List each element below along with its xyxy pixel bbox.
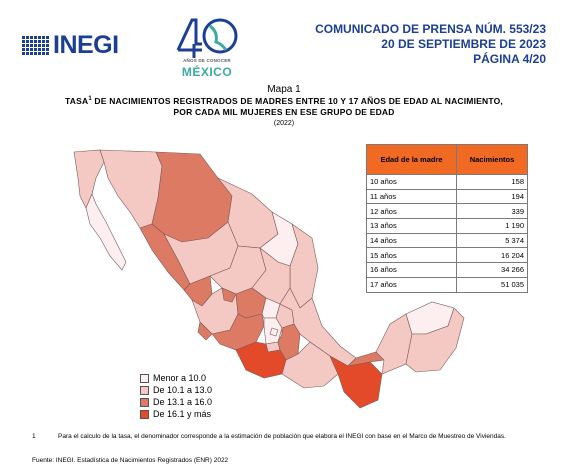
table-row: 13 años 1 190 — [366, 218, 528, 234]
cell-births: 16 204 — [456, 247, 528, 264]
legend-label: De 16.1 y más — [153, 409, 212, 419]
cell-births: 339 — [456, 203, 528, 220]
legend-swatch — [140, 409, 149, 419]
state-aguascalientes — [221, 287, 237, 303]
cell-age: 10 años — [366, 174, 457, 190]
table-row: 12 años 339 — [366, 203, 528, 220]
state-baja-california-sur — [85, 193, 127, 271]
mexico-map-svg — [73, 149, 465, 409]
footnote-text: Para el calculo de la tasa, el denominad… — [58, 433, 506, 440]
legend-item: Menor a 10.0 — [140, 372, 212, 384]
table-row: 15 años 16 204 — [366, 247, 528, 264]
cell-age: 13 años — [366, 218, 457, 234]
legend-item: De 10.1 a 13.0 — [140, 384, 212, 396]
anniversary-country: MÉXICO — [181, 65, 233, 79]
table-row: 16 años 34 266 — [366, 262, 528, 278]
footnote-number: 1 — [32, 433, 36, 440]
inegi-mark-icon — [22, 35, 49, 55]
cell-age: 11 años — [366, 188, 457, 205]
cell-births: 158 — [456, 174, 528, 190]
cell-births: 5 374 — [456, 232, 528, 249]
state-michoacan — [211, 313, 265, 351]
footnote: 1 Para el calculo de la tasa, el denomin… — [32, 432, 556, 441]
cell-births: 51 035 — [456, 276, 528, 293]
inegi-logo-text: INEGI — [53, 30, 119, 59]
legend-item: De 13.1 a 16.0 — [140, 396, 212, 408]
legend-swatch — [140, 397, 149, 407]
cell-age: 17 años — [366, 276, 457, 293]
press-release-info: COMUNICADO DE PRENSA NÚM. 553/23 20 DE S… — [315, 22, 546, 67]
column-header-births: Nacimientos — [456, 144, 528, 175]
press-release-date: 20 DE SEPTIEMBRE DE 2023 — [381, 37, 546, 51]
births-by-age-table: Edad de la madre Nacimientos 10 años 158 … — [366, 144, 528, 293]
map-title-footnote-ref: 1 — [88, 96, 92, 103]
cell-births: 1 190 — [456, 218, 528, 234]
map-title: Tasa1 de nacimientos registrados de madr… — [20, 96, 548, 118]
anniversary-tagline: AÑOS DE CONOCER — [183, 58, 231, 63]
anniversary-logo: AÑOS DE CONOCER MÉXICO — [170, 14, 242, 79]
legend-item: De 16.1 y más — [140, 408, 212, 420]
map-caption: Mapa 1 — [267, 84, 301, 95]
state-baja-california — [73, 149, 105, 209]
table-header-row: Edad de la madre Nacimientos — [366, 144, 528, 175]
map-title-prefix: Tasa — [65, 96, 89, 106]
anniversary-40-icon — [176, 18, 238, 58]
cell-age: 15 años — [366, 247, 457, 264]
map-title-rest: de nacimientos registrados de madres ent… — [91, 96, 503, 106]
table-row: 14 años 5 374 — [366, 232, 528, 249]
map-title-line2: por cada mil mujeres en ese grupo de eda… — [173, 107, 395, 117]
column-header-age: Edad de la madre — [366, 144, 457, 175]
mexico-choropleth-map — [60, 138, 530, 428]
source-note: Fuente: INEGI. Estadística de Nacimiento… — [32, 457, 229, 464]
legend-label: De 10.1 a 13.0 — [153, 385, 213, 395]
table-row: 11 años 194 — [366, 188, 528, 205]
state-cdmx — [269, 327, 279, 337]
map-legend: Menor a 10.0 De 10.1 a 13.0 De 13.1 a 16… — [140, 372, 212, 420]
cell-age: 14 años — [366, 232, 457, 249]
table-row: 17 años 51 035 — [366, 276, 528, 293]
press-release-number: COMUNICADO DE PRENSA NÚM. 553/23 — [315, 22, 546, 36]
inegi-logo: INEGI — [22, 30, 152, 60]
map-year: (2022) — [273, 120, 295, 127]
cell-age: 16 años — [366, 262, 457, 278]
legend-swatch — [140, 385, 149, 395]
legend-swatch — [140, 373, 149, 383]
state-guerrero — [235, 341, 287, 379]
table-row: 10 años 158 — [366, 174, 528, 190]
cell-age: 12 años — [366, 203, 457, 220]
state-campeche — [375, 313, 413, 375]
state-quintana-roo — [405, 307, 465, 373]
cell-births: 194 — [456, 188, 528, 205]
legend-label: Menor a 10.0 — [153, 373, 207, 383]
cell-births: 34 266 — [456, 262, 528, 278]
state-sonora — [99, 149, 163, 229]
state-colima — [197, 321, 213, 341]
legend-label: De 13.1 a 16.0 — [153, 397, 213, 407]
press-release-page: PÁGINA 4/20 — [473, 52, 546, 66]
